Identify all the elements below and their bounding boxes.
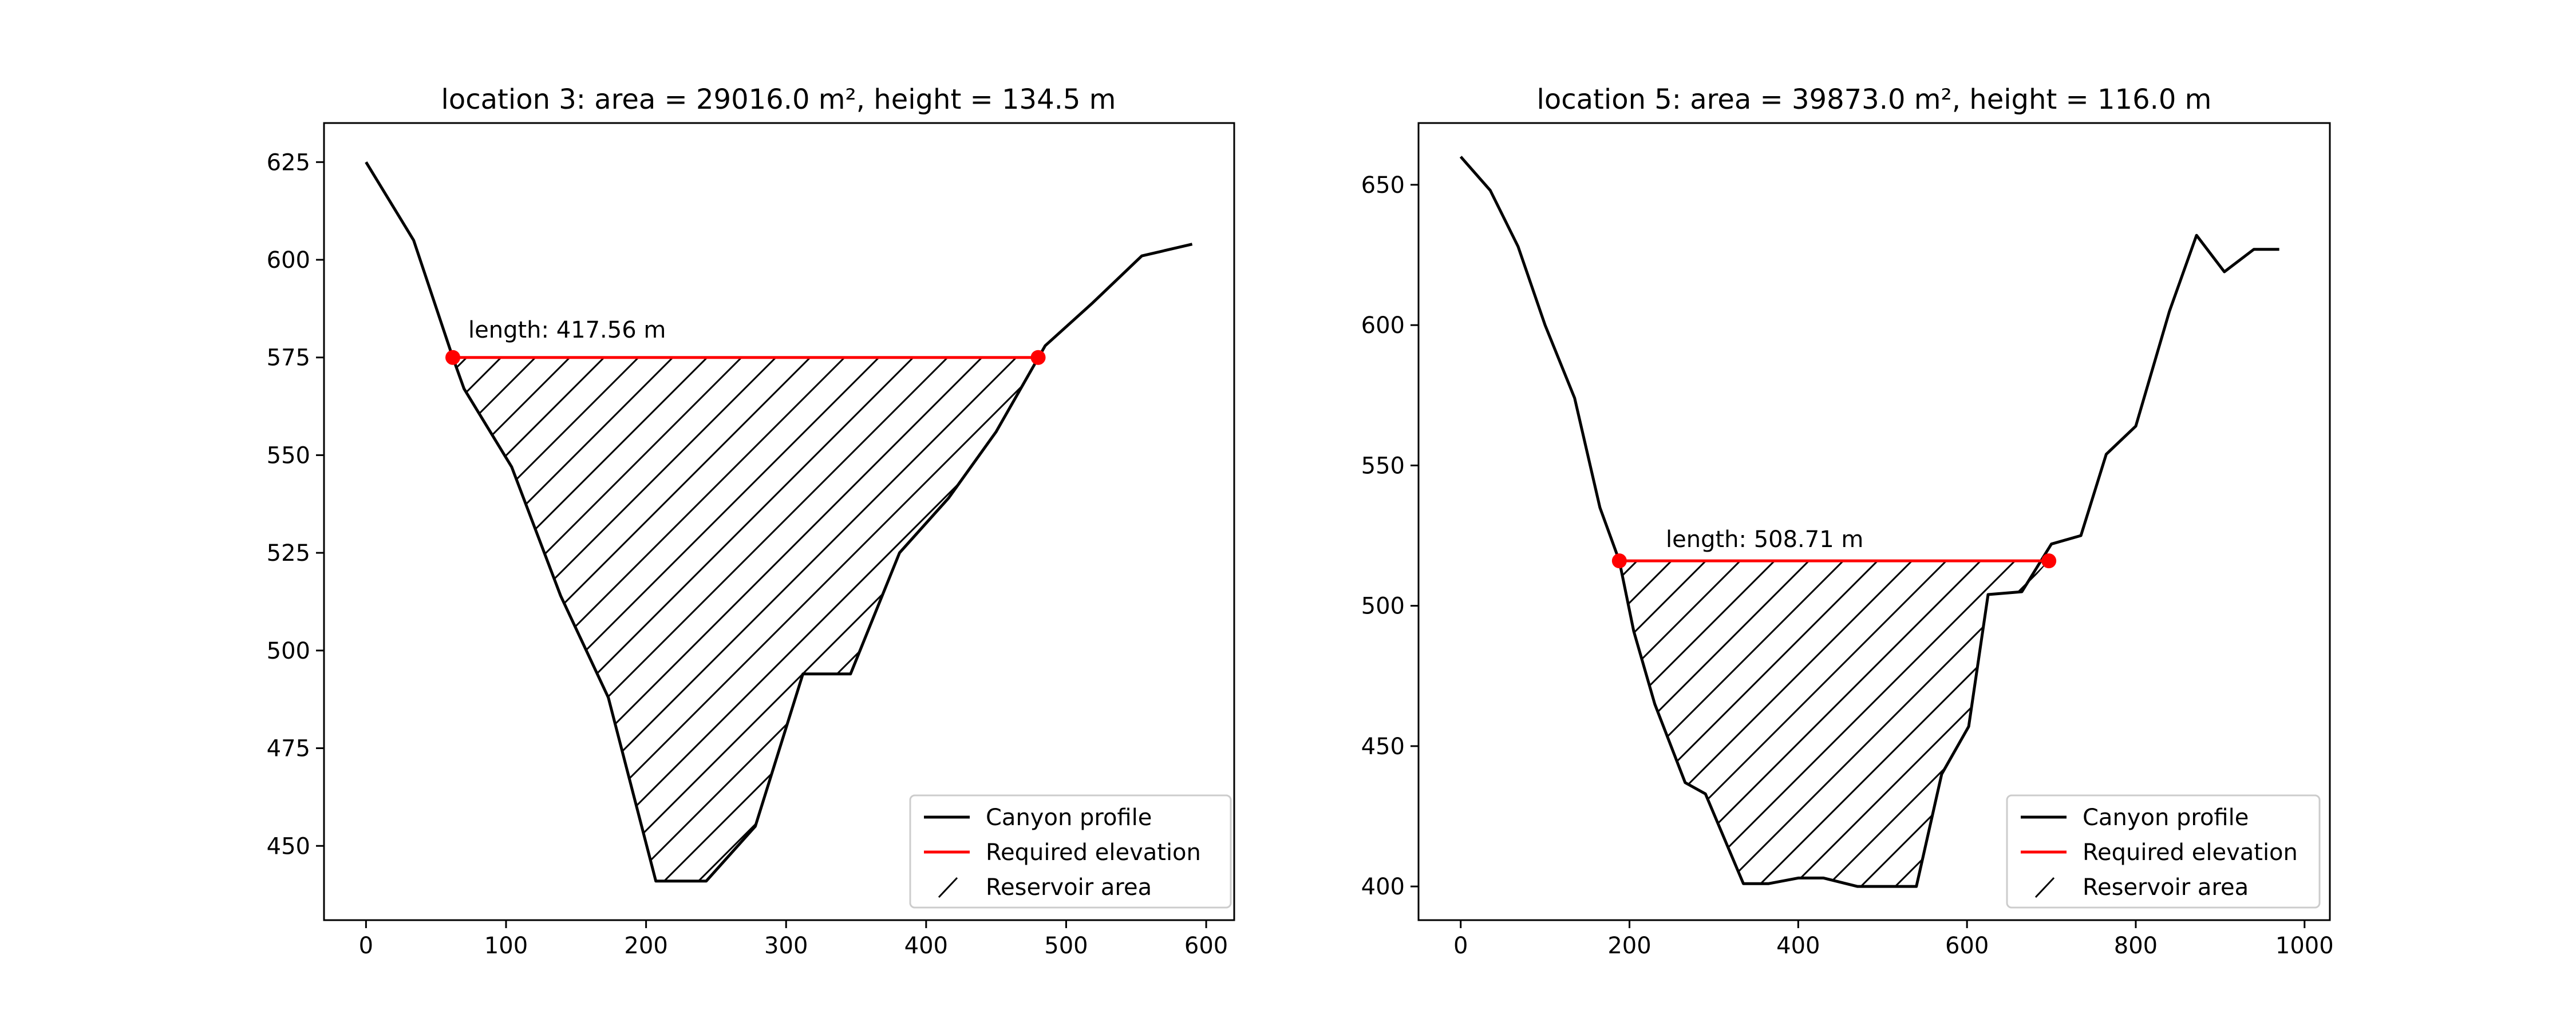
legend-label-reservoir: Reservoir area bbox=[2083, 874, 2249, 901]
x-tick-label: 0 bbox=[359, 933, 373, 959]
y-tick-label: 650 bbox=[1361, 172, 1405, 199]
legend-label-canyon: Canyon profile bbox=[2083, 805, 2249, 831]
y-tick-label: 625 bbox=[267, 149, 310, 176]
y-tick-label: 600 bbox=[1361, 312, 1405, 339]
y-tick-label: 550 bbox=[267, 442, 310, 469]
elevation-endpoint-marker bbox=[1611, 553, 1627, 569]
chart-title: location 5: area = 39873.0 m², height = … bbox=[1537, 84, 2212, 116]
legend-label-elevation: Required elevation bbox=[986, 839, 1201, 866]
legend-key-reservoir bbox=[938, 877, 958, 898]
subplot-location-5: location 5: area = 39873.0 m², height = … bbox=[1361, 84, 2334, 959]
elevation-endpoint-marker bbox=[2041, 553, 2057, 569]
x-tick-label: 600 bbox=[1945, 933, 1989, 959]
y-tick-label: 575 bbox=[267, 345, 310, 371]
legend-frame bbox=[909, 794, 1232, 909]
axes-frame bbox=[1417, 122, 2331, 921]
length-annotation: length: 417.56 m bbox=[468, 317, 666, 343]
elevation-endpoint-marker bbox=[1030, 350, 1046, 365]
reservoir-area bbox=[453, 357, 1038, 881]
legend-frame bbox=[2006, 794, 2321, 909]
legend-label-reservoir: Reservoir area bbox=[986, 874, 1152, 901]
y-tick-label: 525 bbox=[267, 540, 310, 566]
elevation-endpoint-marker bbox=[445, 350, 461, 365]
x-tick-label: 1000 bbox=[2275, 933, 2334, 959]
y-tick-label: 475 bbox=[267, 736, 310, 762]
x-tick-label: 400 bbox=[1776, 933, 1820, 959]
legend-label-canyon: Canyon profile bbox=[986, 805, 1152, 831]
x-tick-label: 0 bbox=[1453, 933, 1468, 959]
legend: Canyon profile Required elevation Reserv… bbox=[909, 794, 1232, 909]
y-tick-label: 400 bbox=[1361, 874, 1405, 900]
y-tick-label: 500 bbox=[267, 638, 310, 664]
canyon-profile-line bbox=[365, 161, 1193, 883]
x-tick-label: 500 bbox=[1044, 933, 1088, 959]
x-tick-label: 300 bbox=[764, 933, 808, 959]
y-tick-label: 550 bbox=[1361, 453, 1405, 479]
y-tick-label: 450 bbox=[1361, 734, 1405, 760]
axes-frame bbox=[323, 122, 1235, 921]
subplot-location-3: location 3: area = 29016.0 m², height = … bbox=[267, 84, 1235, 959]
legend-label-elevation: Required elevation bbox=[2083, 839, 2298, 866]
y-tick-label: 600 bbox=[267, 247, 310, 274]
x-tick-label: 200 bbox=[624, 933, 667, 959]
x-tick-label: 800 bbox=[2114, 933, 2158, 959]
length-annotation: length: 508.71 m bbox=[1666, 526, 1863, 553]
legend: Canyon profile Required elevation Reserv… bbox=[2006, 794, 2321, 909]
reservoir-area bbox=[1619, 561, 2049, 887]
x-tick-label: 100 bbox=[484, 933, 528, 959]
x-tick-label: 200 bbox=[1607, 933, 1651, 959]
legend-key-reservoir bbox=[2034, 877, 2055, 898]
x-tick-label: 400 bbox=[904, 933, 948, 959]
x-tick-label: 600 bbox=[1184, 933, 1228, 959]
chart-title: location 3: area = 29016.0 m², height = … bbox=[441, 84, 1116, 116]
y-tick-label: 500 bbox=[1361, 593, 1405, 620]
y-tick-label: 450 bbox=[267, 833, 310, 859]
canyon-profile-line bbox=[1459, 156, 2279, 888]
